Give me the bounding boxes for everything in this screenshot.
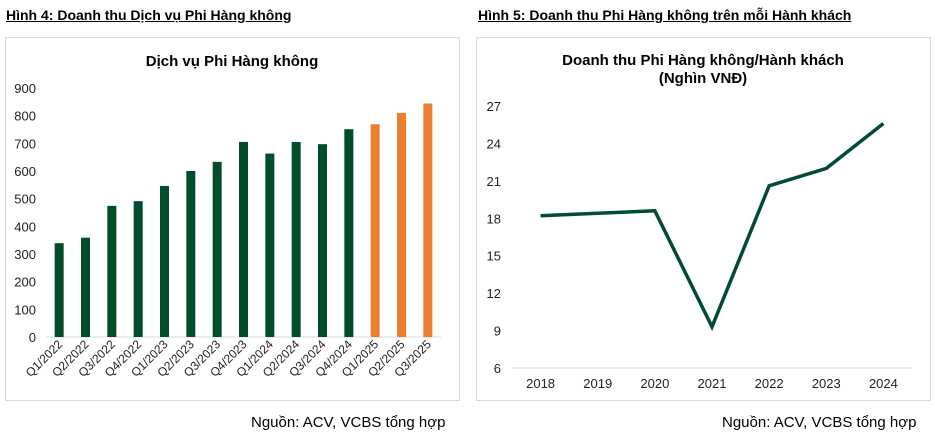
bar xyxy=(186,171,196,337)
y-tick-label: 800 xyxy=(14,109,36,124)
bar xyxy=(291,141,301,337)
bar xyxy=(54,243,64,337)
y-tick-label: 900 xyxy=(14,81,36,96)
y-tick-label: 100 xyxy=(14,302,36,317)
line-chart-panel: Doanh thu Phi Hàng không/Hành khách (Nghì… xyxy=(476,37,931,401)
figure-4-caption: Hình 4: Doanh thu Dịch vụ Phi Hàng không xyxy=(6,7,292,23)
x-tick-label: 2020 xyxy=(640,376,669,391)
y-tick-label: 200 xyxy=(14,275,36,290)
y-tick-label: 24 xyxy=(487,136,501,151)
y-tick-label: 0 xyxy=(29,330,36,345)
x-tick-label: 2018 xyxy=(526,376,555,391)
bar xyxy=(344,129,354,337)
bar xyxy=(370,124,380,337)
bar xyxy=(212,161,222,337)
x-tick-label: 2022 xyxy=(755,376,784,391)
figure-4-source: Nguồn: ACV, VCBS tổng hợp xyxy=(251,414,446,431)
y-tick-label: 500 xyxy=(14,192,36,207)
bar xyxy=(239,141,248,337)
y-tick-label: 6 xyxy=(494,361,501,376)
x-tick-label: 2024 xyxy=(869,376,898,391)
bar-chart-panel: Dịch vụ Phi Hàng không 0 100 200 300 400 500 60… xyxy=(5,37,460,401)
chart-title: Doanh thu Phi Hàng không/Hành khách xyxy=(562,52,844,69)
bar xyxy=(265,153,275,337)
y-tick-label: 600 xyxy=(14,164,36,179)
y-tick-label: 300 xyxy=(14,247,36,262)
y-tick-label: 700 xyxy=(14,136,36,151)
x-tick-label: 2019 xyxy=(583,376,612,391)
bar xyxy=(107,205,117,337)
bar xyxy=(81,237,90,337)
figure-5-source: Nguồn: ACV, VCBS tổng hợp xyxy=(722,414,917,431)
chart-subtitle: (Nghìn VNĐ) xyxy=(659,70,747,87)
bar xyxy=(160,185,169,337)
series-line xyxy=(540,122,885,332)
chart-title: Dịch vụ Phi Hàng không xyxy=(146,53,319,70)
bar xyxy=(423,103,433,337)
y-tick-label: 27 xyxy=(487,99,501,114)
x-tick-label: 2021 xyxy=(698,376,727,391)
y-tick-label: 18 xyxy=(487,211,501,226)
figure-5-caption: Hình 5: Doanh thu Phi Hàng không trên mỗ… xyxy=(478,7,852,23)
bar xyxy=(397,112,406,338)
y-tick-label: 15 xyxy=(487,249,501,264)
bar xyxy=(133,201,143,337)
x-tick-label: 2023 xyxy=(812,376,841,391)
y-tick-label: 9 xyxy=(494,324,501,339)
line-chart: Doanh thu Phi Hàng không/Hành khách(Nghì… xyxy=(487,52,912,391)
y-tick-label: 12 xyxy=(487,286,501,301)
bar-chart: Dịch vụ Phi Hàng không 0 100 200 300 400 500 60… xyxy=(14,53,441,380)
bar xyxy=(318,144,327,337)
y-tick-label: 400 xyxy=(14,219,36,234)
y-tick-label: 21 xyxy=(487,174,501,189)
